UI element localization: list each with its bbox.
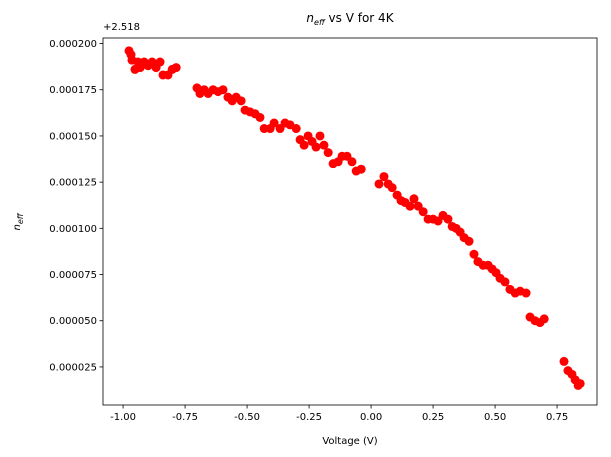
- y-tick-label: 0.000175: [49, 85, 97, 96]
- point: [323, 148, 333, 158]
- x-tick-label: 0.00: [360, 412, 382, 423]
- y-tick-label: 0.000200: [49, 39, 97, 50]
- y-tick-label: 0.000100: [49, 224, 97, 235]
- y-tick-label: 0.000075: [49, 270, 97, 281]
- y-tick-label: 0.000050: [49, 316, 97, 327]
- point: [155, 57, 165, 67]
- x-tick-label: -0.75: [172, 412, 198, 423]
- x-tick-label: 0.75: [546, 412, 568, 423]
- point: [236, 96, 246, 106]
- title-symbol: n: [306, 11, 314, 25]
- point: [387, 183, 397, 193]
- y-offset: +2.518: [103, 22, 140, 33]
- point: [559, 356, 569, 366]
- point: [374, 179, 384, 189]
- point: [356, 164, 366, 174]
- ylabel-symbol: n: [12, 224, 23, 230]
- y-tick-label: 0.000150: [49, 131, 97, 142]
- point: [315, 131, 325, 141]
- y-tick-label: 0.000125: [49, 178, 97, 189]
- point: [443, 214, 453, 224]
- point: [311, 142, 321, 152]
- point: [539, 314, 549, 324]
- point: [269, 118, 279, 128]
- plot-frame: [102, 37, 598, 406]
- x-axis-label: Voltage (V): [322, 436, 377, 447]
- point: [299, 140, 309, 150]
- point: [291, 124, 301, 134]
- title-rest: vs V for 4K: [325, 11, 395, 25]
- point: [418, 207, 428, 217]
- chart-title: neff vs V for 4K: [306, 11, 394, 27]
- x-tick-label: -1.00: [110, 412, 136, 423]
- point: [319, 140, 329, 150]
- point: [347, 157, 357, 167]
- point: [464, 236, 474, 246]
- x-tick-label: 0.50: [484, 412, 506, 423]
- point: [521, 288, 531, 298]
- ylabel-subscript: eff: [16, 212, 25, 224]
- title-subscript: eff: [314, 18, 326, 27]
- point: [218, 85, 228, 95]
- y-tick-label: 0.000025: [49, 362, 97, 373]
- x-tick-label: -0.25: [296, 412, 322, 423]
- point: [500, 277, 510, 287]
- x-tick-label: -0.50: [234, 412, 260, 423]
- point: [469, 249, 479, 259]
- y-axis-label: neff: [12, 212, 25, 230]
- point: [255, 112, 265, 122]
- point: [405, 201, 415, 211]
- point: [171, 63, 181, 73]
- point: [379, 172, 389, 182]
- point: [409, 194, 419, 204]
- point: [575, 379, 585, 389]
- x-tick-label: 0.25: [422, 412, 444, 423]
